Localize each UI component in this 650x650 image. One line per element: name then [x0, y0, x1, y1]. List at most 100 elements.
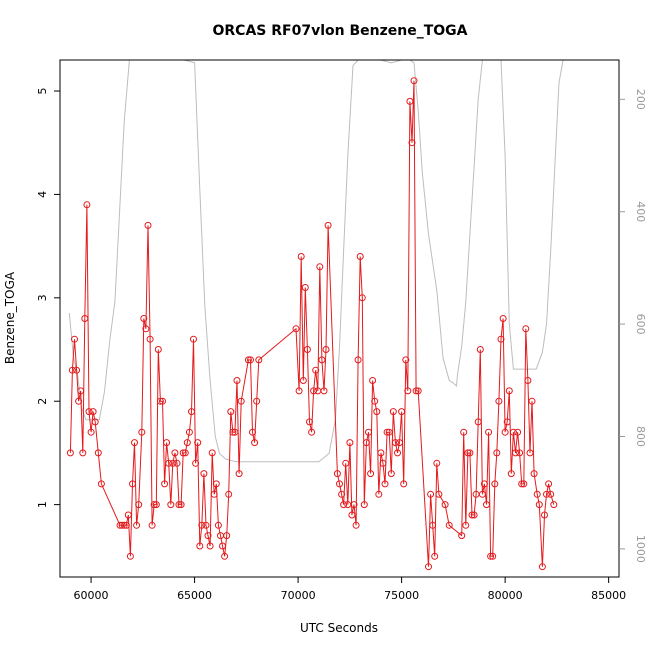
data-point: [385, 428, 393, 436]
data-point: [156, 397, 164, 405]
x-tick-label: 75000: [384, 589, 419, 602]
data-point: [550, 501, 558, 509]
data-point: [360, 501, 368, 509]
data-point: [253, 397, 261, 405]
data-point: [429, 521, 437, 529]
data-point: [485, 428, 493, 436]
x-axis-label: UTC Seconds: [300, 621, 378, 635]
data-point: [299, 377, 307, 384]
data-point: [200, 470, 208, 478]
pressure-line-layer: [68, 59, 564, 463]
data-point: [177, 501, 185, 509]
data-point: [545, 480, 553, 488]
data-point: [497, 335, 505, 343]
x-tick-label: 85000: [591, 589, 626, 602]
data-point: [316, 263, 324, 271]
data-point: [377, 449, 385, 457]
data-point: [208, 449, 216, 457]
data-point: [308, 428, 316, 436]
data-point: [470, 511, 478, 519]
data-point: [306, 418, 313, 426]
data-point: [398, 408, 406, 416]
data-point: [501, 428, 509, 436]
data-point: [223, 532, 231, 540]
data-point: [375, 490, 383, 498]
data-point: [352, 521, 360, 529]
y-tick-label: 4: [36, 191, 49, 198]
data-point: [169, 459, 177, 467]
data-point: [165, 459, 173, 467]
data-point: [221, 552, 229, 560]
data-point: [367, 470, 375, 478]
y-axis: 1 2 3 4 5: [36, 88, 60, 508]
data-point: [342, 459, 350, 467]
data-point: [324, 221, 332, 229]
data-point: [468, 511, 476, 519]
data-point: [81, 315, 89, 322]
data-point: [338, 490, 346, 498]
data-point: [73, 366, 81, 374]
data-point: [188, 408, 195, 416]
data-point: [487, 552, 495, 560]
data-point: [358, 294, 366, 302]
data-point: [441, 501, 449, 509]
data-point: [173, 459, 181, 467]
data-point: [131, 439, 138, 447]
data-point: [336, 480, 343, 488]
chart-title: ORCAS RF07vlon Benzene_TOGA: [213, 23, 468, 39]
data-point: [79, 449, 87, 457]
data-point: [161, 480, 169, 488]
y-tick-label: 5: [36, 88, 49, 95]
data-point: [167, 501, 175, 509]
data-point: [303, 346, 311, 353]
data-point: [152, 501, 160, 509]
data-point: [310, 387, 318, 395]
x-tick-label: 60000: [74, 589, 109, 602]
data-point: [524, 377, 532, 384]
data-point: [412, 387, 420, 395]
data-point: [464, 449, 472, 457]
data-point: [387, 470, 395, 478]
data-point: [225, 490, 233, 498]
data-point: [499, 315, 507, 322]
data-point: [522, 325, 530, 333]
data-point: [144, 221, 152, 229]
right-tick-label: 1000: [634, 535, 647, 563]
data-point: [135, 501, 143, 509]
data-point: [212, 480, 220, 488]
data-point: [124, 511, 132, 519]
data-point: [196, 542, 204, 550]
data-point: [425, 563, 432, 571]
data-point: [369, 377, 377, 384]
data-point: [431, 552, 439, 560]
data-point: [89, 408, 97, 416]
data-point: [533, 490, 541, 498]
data-point: [518, 480, 526, 488]
data-point: [528, 397, 536, 405]
right-tick-label: 800: [634, 426, 647, 447]
data-point: [255, 356, 263, 364]
data-point: [247, 356, 254, 364]
x-tick-label: 80000: [488, 589, 523, 602]
data-point: [435, 490, 443, 498]
data-point: [480, 480, 488, 488]
data-point: [466, 449, 474, 457]
data-point: [406, 97, 414, 105]
data-point: [489, 552, 497, 560]
data-point: [414, 387, 422, 395]
data-point: [458, 532, 466, 540]
data-point: [198, 521, 206, 529]
data-point: [478, 490, 486, 498]
data-point: [383, 428, 391, 436]
data-point: [509, 428, 517, 436]
data-point: [192, 459, 200, 467]
data-point: [237, 397, 245, 405]
data-point: [120, 521, 128, 529]
data-point: [356, 253, 364, 260]
data-point: [365, 428, 372, 436]
data-point: [333, 470, 341, 478]
right-tick-label: 200: [634, 89, 647, 110]
data-point: [235, 470, 243, 478]
data-point: [462, 521, 470, 529]
